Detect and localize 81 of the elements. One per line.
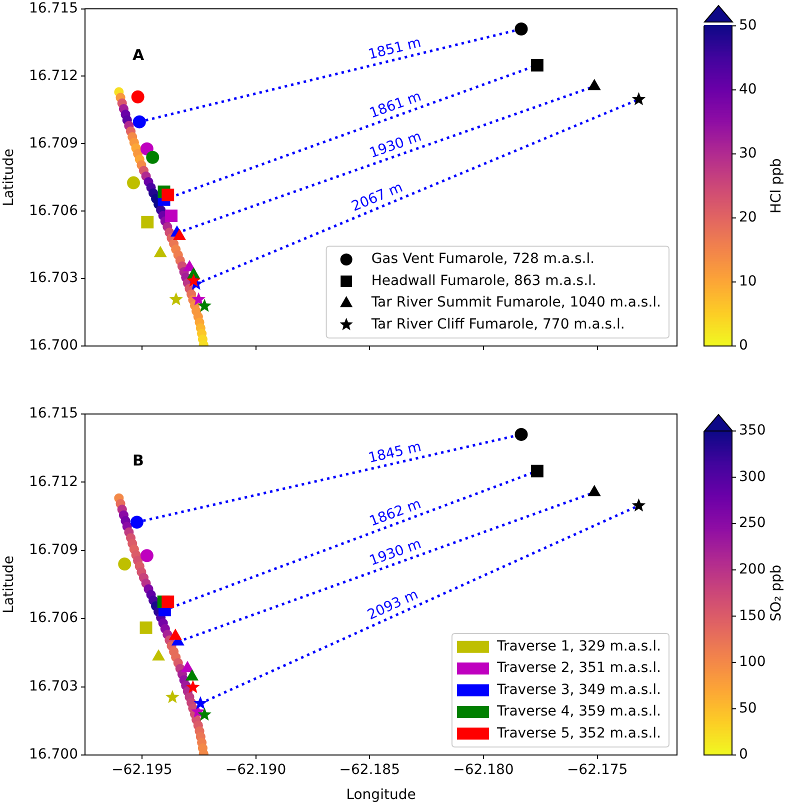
color-bar-label: 250 (739, 515, 766, 532)
point (141, 216, 154, 228)
y-axis-title: Latitude (1, 556, 18, 614)
color-bar-label: 40 (739, 81, 757, 98)
point (130, 516, 144, 529)
x-tick-label: −62.180 (453, 762, 514, 778)
point (127, 176, 140, 190)
x-tick-label: −62.185 (339, 762, 400, 778)
point (192, 292, 206, 306)
annotation: 1862 m (367, 496, 424, 530)
x-tick-label: −62.175 (566, 762, 628, 778)
point (632, 92, 646, 106)
color-bar-label: 300 (739, 468, 766, 485)
legend-label: Traverse 2, 351 m.a.s.l. (496, 660, 662, 676)
legend-label: Traverse 4, 359 m.a.s.l. (496, 704, 662, 720)
legend-label: Traverse 5, 352 m.a.s.l. (496, 725, 662, 742)
y-tick-label: 16.709 (29, 135, 78, 152)
point (169, 292, 183, 306)
x-tick-label: −62.190 (225, 762, 286, 778)
color-bar-label: 50 (739, 700, 757, 716)
y-tick-label: 16.715 (29, 0, 78, 16)
y-tick-label: 16.700 (29, 338, 78, 354)
point (140, 549, 154, 562)
point (131, 90, 144, 104)
color-bar-label: 150 (739, 608, 766, 624)
legend-label: Gas Vent Fumarole, 728 m.a.s.l. (371, 251, 595, 268)
x-axis-title: Longitude (346, 787, 416, 804)
point (632, 498, 646, 512)
annotation: 2067 m (349, 180, 406, 215)
point (186, 274, 200, 287)
legend-label: Traverse 1, 329 m.a.s.l. (496, 638, 662, 654)
y-tick-label: 16.703 (29, 270, 78, 286)
y-tick-label: 16.715 (29, 406, 78, 422)
point (146, 150, 160, 164)
legend-label: Tar River Summit Fumarole, 1040 m.a.s.l. (370, 294, 662, 311)
annotation: 1930 m (368, 128, 424, 162)
color-bar-label: 0 (739, 338, 748, 354)
legend-label: Traverse 3, 349 m.a.s.l. (496, 682, 662, 698)
legend-label: Tar River Cliff Fumarole, 770 m.a.s.l. (370, 316, 625, 332)
y-tick-label: 16.709 (29, 542, 78, 558)
color-bar-label: 20 (739, 210, 757, 226)
y-tick-label: 16.703 (29, 678, 78, 694)
annotation: 1861 m (367, 88, 424, 122)
point (530, 59, 544, 72)
annotation: 1851 m (366, 34, 423, 63)
annotation: 2093 m (365, 586, 421, 624)
color-bar-label: 100 (739, 654, 766, 670)
y-tick-label: 16.706 (29, 610, 78, 626)
y-tick-label: 16.712 (29, 68, 78, 84)
point (162, 596, 174, 608)
annotation: A (132, 46, 144, 64)
point (514, 428, 528, 441)
point (118, 558, 132, 571)
point (198, 298, 212, 312)
color-bar-label: 0 (739, 746, 748, 763)
point (132, 115, 146, 128)
point (162, 188, 174, 202)
y-tick-label: 16.712 (29, 474, 78, 490)
annotation: 1845 m (366, 439, 423, 467)
annotation: B (132, 452, 144, 470)
color-bar-label: 10 (739, 274, 757, 290)
color-bar-label: 200 (739, 562, 766, 578)
point (165, 210, 178, 222)
x-tick-label: −62.195 (112, 762, 172, 778)
y-tick-label: 16.706 (29, 202, 78, 219)
y-axis-title: Latitude (1, 148, 18, 206)
color-bar-label: 350 (739, 422, 766, 439)
y-tick-label: 16.700 (29, 746, 78, 763)
point (166, 690, 180, 704)
color-bar-label: 30 (739, 146, 757, 162)
annotation: 1930 m (368, 536, 424, 570)
point (530, 464, 544, 478)
color-bar-label: 50 (739, 17, 757, 34)
point (186, 680, 200, 694)
point (140, 621, 152, 634)
color-bar-title: HCl ppb (768, 158, 785, 214)
legend-label: Headwall Fumarole, 863 m.a.s.l. (371, 272, 596, 289)
point (514, 22, 528, 36)
point (194, 696, 208, 710)
color-bar-title: SO₂ ppb (768, 564, 785, 622)
point (198, 708, 212, 721)
